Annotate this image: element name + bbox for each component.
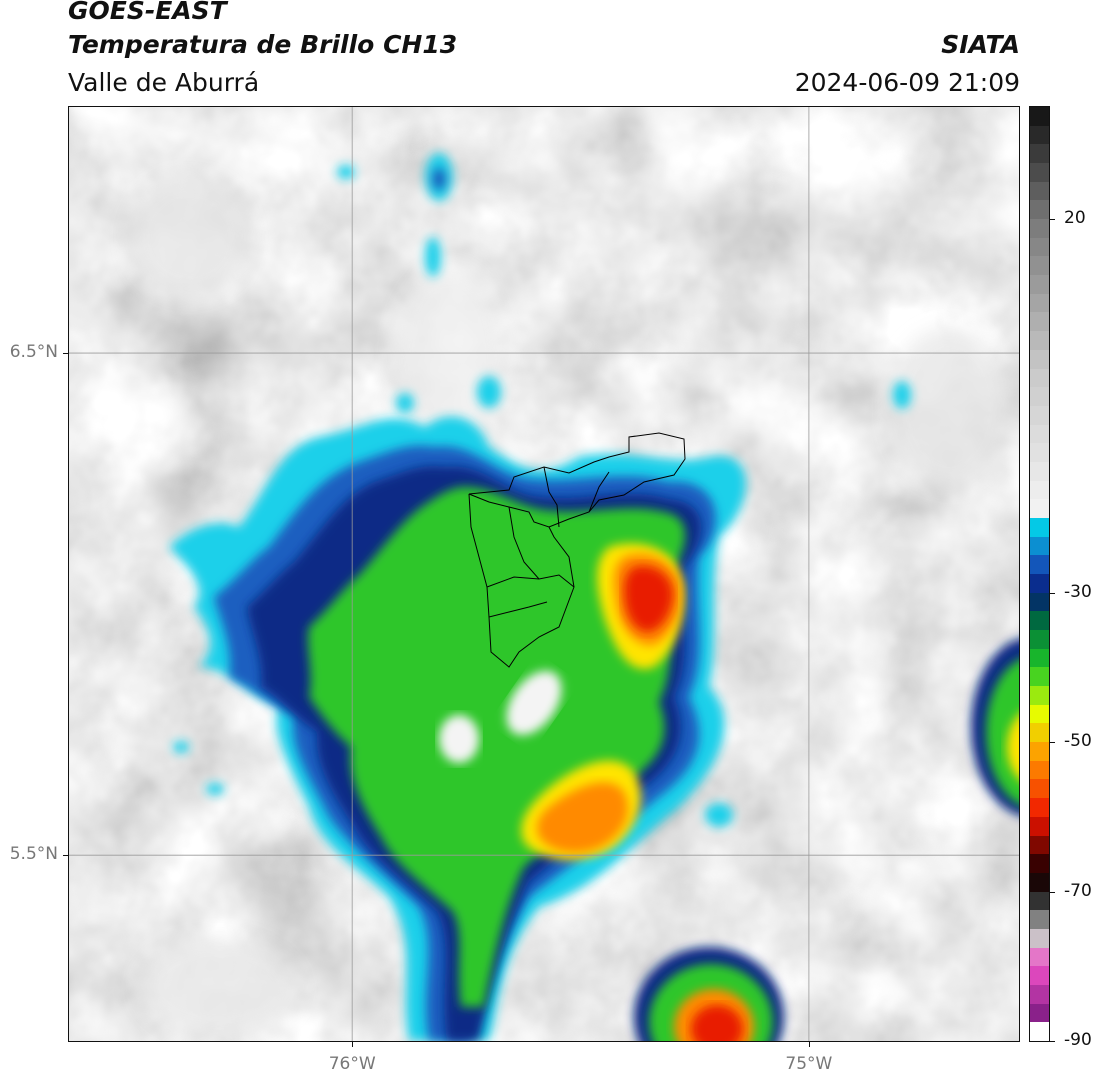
storm-system-east bbox=[971, 638, 1019, 816]
storm-orange-south bbox=[537, 782, 628, 853]
storm-green bbox=[307, 486, 686, 1007]
colorbar-segment bbox=[1030, 331, 1049, 351]
colorbar-segment bbox=[1030, 760, 1049, 781]
colorbar-segment bbox=[1030, 1022, 1049, 1041]
lon-tick-mark bbox=[808, 1042, 810, 1047]
colorbar-segment bbox=[1030, 349, 1049, 370]
colorbar-segment bbox=[1030, 200, 1049, 220]
organization-label: SIATA bbox=[941, 30, 1020, 59]
colorbar-segment bbox=[1030, 368, 1049, 388]
lat-tick-label: 5.5°N bbox=[9, 844, 58, 865]
satellite-map[interactable] bbox=[68, 106, 1020, 1042]
colorbar-tick-mark bbox=[1050, 742, 1055, 744]
colorbar-segment bbox=[1030, 275, 1049, 295]
colorbar-segment bbox=[1030, 667, 1049, 687]
colorbar-segment bbox=[1030, 387, 1049, 407]
colorbar-tick-mark bbox=[1050, 891, 1055, 893]
colorbar-tick-label: -50 bbox=[1064, 731, 1092, 752]
storm-system-main bbox=[169, 416, 746, 1041]
colorbar-tick-mark bbox=[1050, 219, 1055, 221]
colorbar-tick-label: 20 bbox=[1064, 208, 1086, 229]
colorbar-segment bbox=[1030, 630, 1049, 650]
colorbar-segment bbox=[1030, 947, 1049, 967]
colorbar-segment bbox=[1030, 966, 1049, 986]
colorbar-segment bbox=[1030, 312, 1049, 332]
lon-tick-label: 75°W bbox=[785, 1054, 833, 1074]
colorbar-segment bbox=[1030, 928, 1049, 949]
colorbar-segment bbox=[1030, 517, 1049, 538]
colorbar-tick-label: -90 bbox=[1064, 1030, 1092, 1050]
lon-tick-label: 76°W bbox=[328, 1054, 376, 1074]
lat-tick-mark bbox=[63, 353, 68, 355]
colorbar-segment bbox=[1030, 555, 1049, 575]
colorbar-segment bbox=[1030, 872, 1049, 893]
region-label: Valle de Aburrá bbox=[68, 68, 260, 97]
colorbar-segment bbox=[1030, 219, 1049, 239]
colorbar-segment bbox=[1030, 1003, 1049, 1023]
small-convective-cells bbox=[173, 153, 911, 827]
colorbar-segment bbox=[1030, 163, 1049, 183]
colorbar-tick-label: -70 bbox=[1064, 880, 1092, 901]
municipal-boundaries bbox=[468, 432, 686, 668]
colorbar-tick-mark bbox=[1050, 592, 1055, 594]
colorbar-segment bbox=[1030, 480, 1049, 500]
colorbar-segment bbox=[1030, 984, 1049, 1005]
colorbar-segment bbox=[1030, 443, 1049, 463]
storm-clear-hole-1 bbox=[506, 670, 562, 736]
colorbar-segment bbox=[1030, 592, 1049, 612]
colorbar-segment bbox=[1030, 686, 1049, 706]
colorbar-segment bbox=[1030, 779, 1049, 799]
colorbar-segment bbox=[1030, 499, 1049, 519]
colorbar-segment bbox=[1030, 107, 1049, 127]
colorbar-segment bbox=[1030, 144, 1049, 164]
storm-red-core bbox=[624, 565, 674, 632]
lon-tick-mark bbox=[352, 1042, 354, 1047]
colorbar-segment bbox=[1030, 611, 1049, 631]
colorbar-segment bbox=[1030, 798, 1049, 818]
product-title: Temperatura de Brillo CH13 bbox=[68, 30, 458, 59]
colorbar-segment bbox=[1030, 181, 1049, 201]
colorbar-segment bbox=[1030, 648, 1049, 668]
colorbar-segment bbox=[1030, 574, 1049, 594]
lat-tick-mark bbox=[63, 855, 68, 857]
lat-tick-label: 6.5°N bbox=[9, 342, 58, 363]
colorbar-segment bbox=[1030, 742, 1049, 762]
datetime-label: 2024-06-09 21:09 bbox=[794, 68, 1020, 97]
map-svg bbox=[69, 107, 1019, 1041]
storm-clear-hole-2 bbox=[439, 715, 479, 763]
colorbar-segment bbox=[1030, 256, 1049, 276]
colorbar-segment bbox=[1030, 424, 1049, 444]
colorbar-tick-mark bbox=[1050, 1041, 1055, 1042]
colorbar-segment bbox=[1030, 723, 1049, 743]
colorbar-tick-label: -30 bbox=[1064, 581, 1092, 602]
graticule bbox=[69, 107, 1019, 1041]
storm-system-southeast bbox=[634, 947, 784, 1041]
map-title: GOES-EAST bbox=[68, 0, 227, 25]
colorbar-segment bbox=[1030, 461, 1049, 482]
colorbar-segment bbox=[1030, 835, 1049, 855]
colorbar-segment bbox=[1030, 536, 1049, 556]
colorbar bbox=[1029, 106, 1050, 1042]
colorbar-segment bbox=[1030, 891, 1049, 911]
colorbar-segment bbox=[1030, 816, 1049, 837]
colorbar-segment bbox=[1030, 125, 1049, 145]
colorbar-segment bbox=[1030, 405, 1049, 426]
colorbar-segment bbox=[1030, 854, 1049, 874]
colorbar-segment bbox=[1030, 910, 1049, 930]
colorbar-segment bbox=[1030, 237, 1049, 258]
colorbar-segment bbox=[1030, 704, 1049, 725]
colorbar-segment bbox=[1030, 293, 1049, 314]
